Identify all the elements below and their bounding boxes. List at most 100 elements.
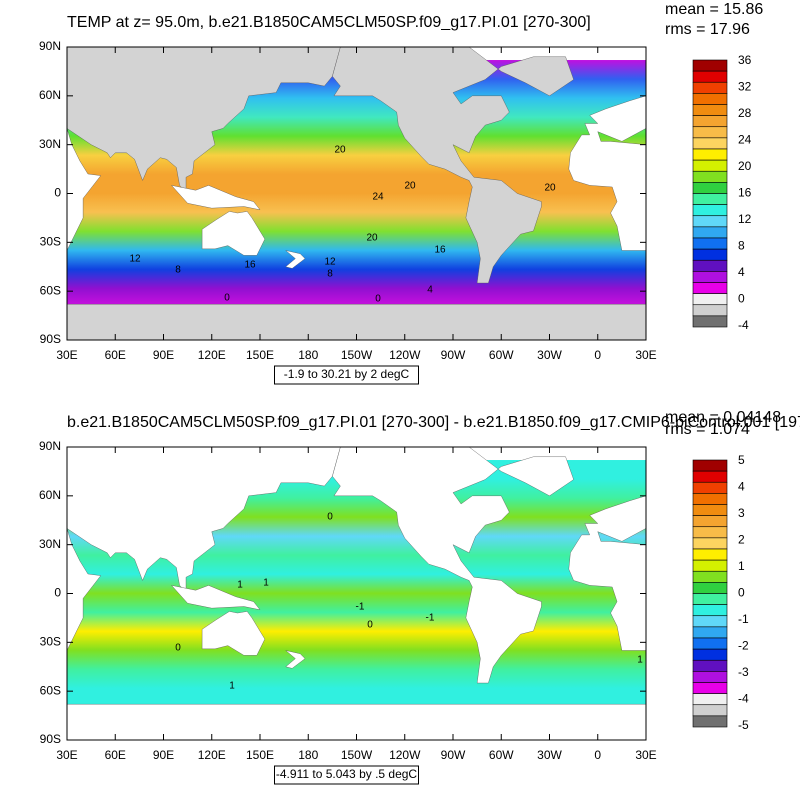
contour-label: 12 bbox=[324, 257, 336, 268]
colorbar-box bbox=[692, 204, 728, 217]
contour-label: 0 bbox=[367, 620, 373, 631]
colorbar-label: -5 bbox=[738, 718, 749, 732]
colorbar-box bbox=[692, 159, 728, 172]
colorbar-box bbox=[692, 271, 728, 283]
y-tick-label: 60N bbox=[39, 488, 61, 502]
colorbar-box bbox=[692, 604, 728, 617]
range-label: -4.911 to 5.043 by .5 degC bbox=[276, 767, 418, 781]
colorbar-label: 0 bbox=[738, 292, 745, 306]
contour-label: 20 bbox=[544, 183, 556, 194]
colorbar-label: 36 bbox=[738, 53, 752, 67]
colorbar-box bbox=[692, 304, 728, 317]
colorbar-box bbox=[692, 504, 728, 516]
colorbar-label: 20 bbox=[738, 159, 752, 173]
colorbar-label: 8 bbox=[738, 239, 745, 253]
colorbar-box bbox=[692, 537, 728, 550]
land bbox=[170, 585, 261, 611]
colorbar-label: -4 bbox=[738, 692, 749, 706]
land bbox=[568, 95, 647, 251]
colorbar-label: -3 bbox=[738, 665, 749, 679]
colorbar-box bbox=[692, 81, 728, 94]
y-tick-label: 60N bbox=[39, 88, 61, 102]
colorbar-box bbox=[692, 315, 728, 328]
land bbox=[201, 211, 266, 256]
colorbar-box bbox=[692, 170, 728, 183]
land bbox=[568, 495, 647, 651]
colorbar-box bbox=[692, 104, 728, 116]
x-tick-label: 90W bbox=[441, 748, 466, 762]
range-box bbox=[274, 765, 419, 785]
x-tick-label: 90W bbox=[441, 348, 466, 362]
contour-label: 1 bbox=[237, 580, 243, 591]
land bbox=[66, 446, 341, 593]
mean-stat: mean = 0.04148 bbox=[665, 409, 781, 426]
land bbox=[332, 446, 574, 684]
panel-title: b.e21.B1850CAM5CLM50SP.f09_g17.PI.01 [27… bbox=[67, 414, 800, 431]
colorbar-label: 3 bbox=[738, 506, 745, 520]
colorbar-box bbox=[692, 226, 728, 239]
contour-label: 1 bbox=[229, 681, 235, 692]
colorbar-box bbox=[692, 115, 728, 128]
contour-label: 20 bbox=[404, 181, 416, 192]
land bbox=[201, 611, 266, 656]
colorbar-label: 12 bbox=[738, 212, 752, 226]
y-tick-label: 0 bbox=[54, 186, 61, 200]
range-label: -1.9 to 30.21 by 2 degC bbox=[284, 367, 410, 381]
x-tick-label: 90E bbox=[153, 748, 174, 762]
colorbar-box bbox=[692, 182, 728, 194]
colorbar-box bbox=[692, 693, 728, 706]
colorbar-box bbox=[692, 459, 728, 472]
x-tick-label: 150E bbox=[246, 348, 274, 362]
colorbar-box bbox=[692, 570, 728, 583]
colorbar-box bbox=[692, 593, 728, 605]
contour-label: -1 bbox=[356, 602, 365, 613]
contour-label: 20 bbox=[366, 233, 378, 244]
y-tick-label: 90N bbox=[39, 439, 61, 453]
contour-label: 0 bbox=[224, 293, 230, 304]
y-tick-label: 30N bbox=[39, 137, 61, 151]
colorbar-box bbox=[692, 293, 728, 306]
contour-label: 24 bbox=[372, 192, 384, 203]
y-tick-label: 0 bbox=[54, 586, 61, 600]
colorbar-box bbox=[692, 493, 728, 505]
colorbar-box bbox=[692, 615, 728, 628]
x-tick-label: 30E bbox=[635, 348, 656, 362]
contour-label: 4 bbox=[427, 285, 433, 296]
colorbar-box bbox=[692, 93, 728, 105]
contour-label: 0 bbox=[175, 643, 181, 654]
contour-label: 8 bbox=[175, 265, 181, 276]
x-tick-label: 120W bbox=[389, 348, 421, 362]
colorbar-box bbox=[692, 470, 728, 483]
colorbar-label: 0 bbox=[738, 586, 745, 600]
land bbox=[332, 46, 574, 284]
colorbar-label: 24 bbox=[738, 133, 752, 147]
x-tick-label: 180 bbox=[298, 748, 318, 762]
colorbar-box bbox=[692, 148, 728, 161]
colorbar-box bbox=[692, 704, 728, 717]
map-panel: 30E 60E 90E 120E 150E 180 150W 120W 90W 60W 30W 0 30… bbox=[39, 1, 763, 385]
colorbar-box bbox=[692, 137, 728, 150]
land bbox=[170, 185, 261, 211]
colorbar-box bbox=[692, 626, 728, 639]
colorbar-box bbox=[692, 126, 728, 139]
contour-label: 1 bbox=[263, 578, 269, 589]
land bbox=[66, 46, 341, 193]
y-tick-label: 30N bbox=[39, 537, 61, 551]
x-tick-label: 30E bbox=[56, 348, 77, 362]
x-tick-label: 30E bbox=[56, 748, 77, 762]
contour-label: 20 bbox=[334, 145, 346, 156]
x-tick-label: 150E bbox=[246, 748, 274, 762]
mean-stat: mean = 15.86 bbox=[665, 1, 763, 18]
y-tick-label: 30S bbox=[40, 635, 61, 649]
x-tick-label: 120E bbox=[198, 748, 226, 762]
contour-label: 16 bbox=[434, 245, 446, 256]
colorbar-box bbox=[692, 671, 728, 683]
y-tick-label: 60S bbox=[40, 683, 61, 697]
colorbar-label: 4 bbox=[738, 265, 745, 279]
y-tick-label: 60S bbox=[40, 283, 61, 297]
colorbar-box bbox=[692, 59, 728, 72]
colorbar-label: -2 bbox=[738, 639, 749, 653]
colorbar-box bbox=[692, 548, 728, 561]
map-panel: 30E 60E 90E 120E 150E 180 150W 120W 90W 60W 30W 0 30… bbox=[39, 409, 800, 785]
